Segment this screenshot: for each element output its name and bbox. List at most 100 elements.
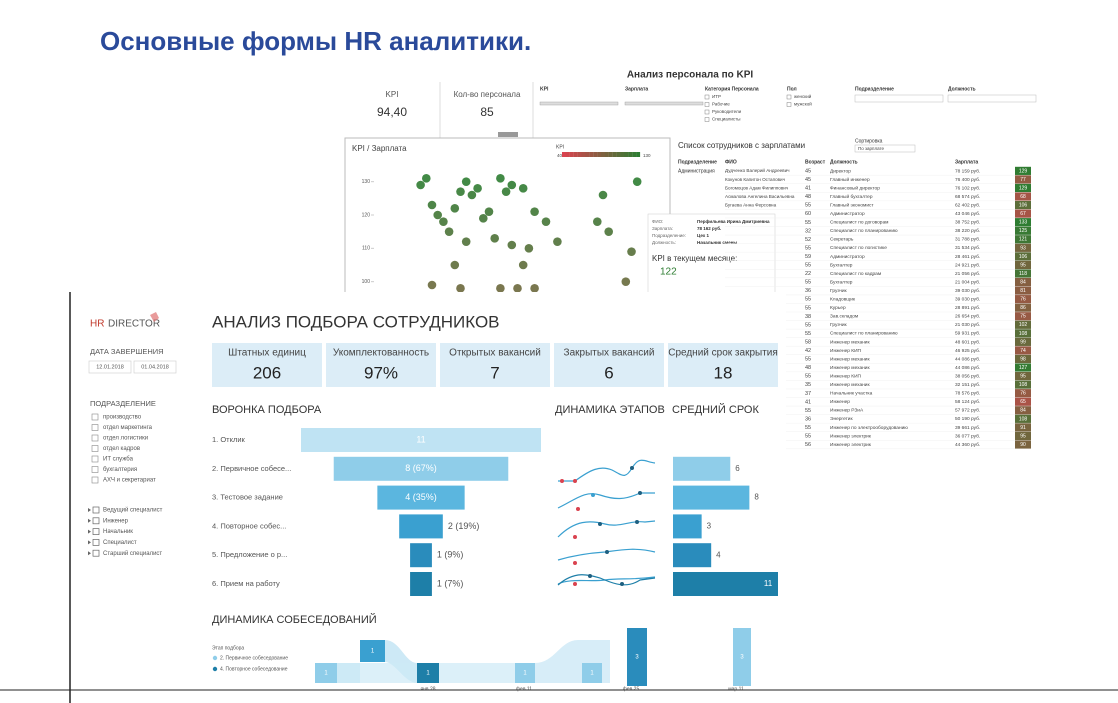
position: Специалист по кадрам — [830, 271, 881, 277]
position: Инженер электрик — [830, 433, 872, 439]
position: Инженер механик — [830, 382, 870, 388]
salary: 39 661 руб. — [955, 425, 980, 431]
scatter-point — [467, 190, 477, 200]
salary: 36 077 руб. — [955, 433, 980, 439]
age: 56 — [805, 442, 811, 448]
hr-dashboard: HR DIRECTOR АНАЛИЗ ПОДБОРА СОТРУДНИКОВ ДАТА… — [69, 292, 786, 703]
date-tick: янв 28 — [420, 686, 435, 692]
salary: 28 891 руб. — [955, 305, 980, 311]
kpi-label: Закрытых вакансий — [564, 348, 655, 359]
age: 42 — [805, 348, 811, 354]
checkbox[interactable] — [91, 413, 99, 421]
funnel-bar — [333, 456, 509, 481]
scatter-point — [461, 177, 471, 186]
legend-gradient — [604, 152, 609, 157]
checkbox[interactable] — [91, 434, 99, 442]
position-item: Начальник — [103, 529, 133, 535]
age: 37 — [805, 391, 811, 397]
salary: 76 102 руб. — [955, 185, 980, 191]
checkbox[interactable] — [92, 539, 100, 546]
position: Специалист по планированию — [830, 228, 898, 234]
tooltip-value: Перфильева Ирина Дмитриевна — [697, 218, 770, 224]
date-input[interactable] — [133, 360, 177, 374]
fio: Богомоцов Адам Филиппович — [725, 185, 789, 190]
salary: 21 004 руб. — [955, 279, 980, 285]
slider — [539, 101, 619, 106]
tooltip-value: Начальник смены — [697, 240, 737, 245]
checkbox[interactable] — [91, 476, 99, 484]
kpi-cell-label: 106 — [1019, 203, 1028, 209]
checkbox — [704, 109, 710, 115]
list-title: Список сотрудников с зарплатами — [678, 141, 805, 150]
checkbox[interactable] — [91, 424, 99, 431]
salary: 59 931 руб. — [955, 331, 980, 337]
legend-item: 4. Повторное собеседование — [220, 666, 288, 672]
avg-bar — [673, 456, 731, 481]
date-from: 12.01.2018 — [96, 364, 124, 370]
kpi-cell — [1015, 431, 1031, 441]
kpi-dashboard: Анализ персонала по KPI KPI 94,40 Кол-во пе… — [344, 65, 1037, 457]
kpi-cell — [1015, 397, 1031, 406]
kpi-card — [326, 343, 436, 387]
age: 55 — [805, 263, 811, 269]
checkbox[interactable] — [91, 445, 99, 452]
interview-value: 3 — [635, 655, 639, 661]
age: 45 — [805, 177, 811, 183]
checkbox[interactable] — [92, 517, 100, 525]
position: Специалист по логистике — [830, 245, 887, 251]
department-label: ПОДРАЗДЕЛЕНИЕ — [90, 399, 156, 408]
kpi-label: Средний срок закрытия — [668, 348, 778, 359]
y-tick-label: 100 — [362, 279, 371, 285]
interview-value: 1 — [371, 649, 375, 655]
y-tick-label: 110 — [362, 246, 370, 252]
scatter-point — [433, 210, 443, 220]
kpi-cell — [1015, 346, 1031, 355]
kpi-cell — [1015, 286, 1031, 295]
position-item: Старший специалист — [103, 550, 162, 557]
salary: 31 788 руб. — [955, 237, 980, 243]
legend-gradient — [612, 152, 617, 157]
kpi-card — [440, 343, 550, 387]
fio: Асмалова Ангелина Васильевна — [725, 194, 795, 199]
position: Инженер по электрооборудованию — [830, 425, 908, 431]
checkbox[interactable] — [92, 528, 100, 535]
scatter-point — [518, 260, 528, 270]
salary: 39 030 руб. — [955, 297, 980, 303]
checkbox[interactable] — [92, 549, 100, 557]
kpi-card — [554, 343, 664, 387]
position: Грузчик — [830, 322, 848, 328]
avg-bar — [673, 485, 750, 510]
kpi-cell-label: 95 — [1020, 262, 1026, 268]
column-header: ФИО — [725, 159, 737, 165]
salary: 46 925 руб. — [955, 348, 980, 354]
scatter-point — [541, 217, 551, 226]
kpi-cell — [1015, 192, 1031, 201]
category-label: Руководители — [712, 109, 742, 114]
department-item: бухгалтерия — [103, 467, 137, 473]
funnel-value: 1 (9%) — [437, 550, 464, 560]
expander — [88, 508, 91, 512]
expander — [88, 540, 91, 545]
salary: 38 220 руб. — [955, 228, 980, 234]
legend-gradient — [601, 152, 605, 157]
checkbox[interactable] — [91, 455, 99, 463]
scatter-point — [439, 217, 448, 226]
position: Директор — [830, 168, 851, 174]
fio: Кокунов Капитон Остапович — [725, 177, 786, 182]
checkbox — [704, 117, 710, 122]
salary: 28 461 руб. — [955, 254, 980, 260]
kpi-cell-label: 81 — [1020, 288, 1026, 294]
kpi-cell-label: 95 — [1020, 374, 1026, 380]
position: Энергетик — [830, 416, 853, 422]
salary: 78 576 руб. — [955, 391, 980, 397]
position: Бухгалтер — [830, 279, 853, 285]
sort-value: По зарплате — [858, 146, 885, 151]
kpi-cell-label: 67 — [1020, 211, 1026, 217]
checkbox[interactable] — [91, 466, 99, 473]
salary: 50 190 руб. — [955, 416, 980, 422]
position: Инженер механик — [830, 339, 870, 345]
age: 22 — [805, 271, 811, 277]
scatter-point — [513, 284, 522, 293]
date-input[interactable] — [88, 360, 132, 374]
checkbox[interactable] — [92, 506, 100, 514]
